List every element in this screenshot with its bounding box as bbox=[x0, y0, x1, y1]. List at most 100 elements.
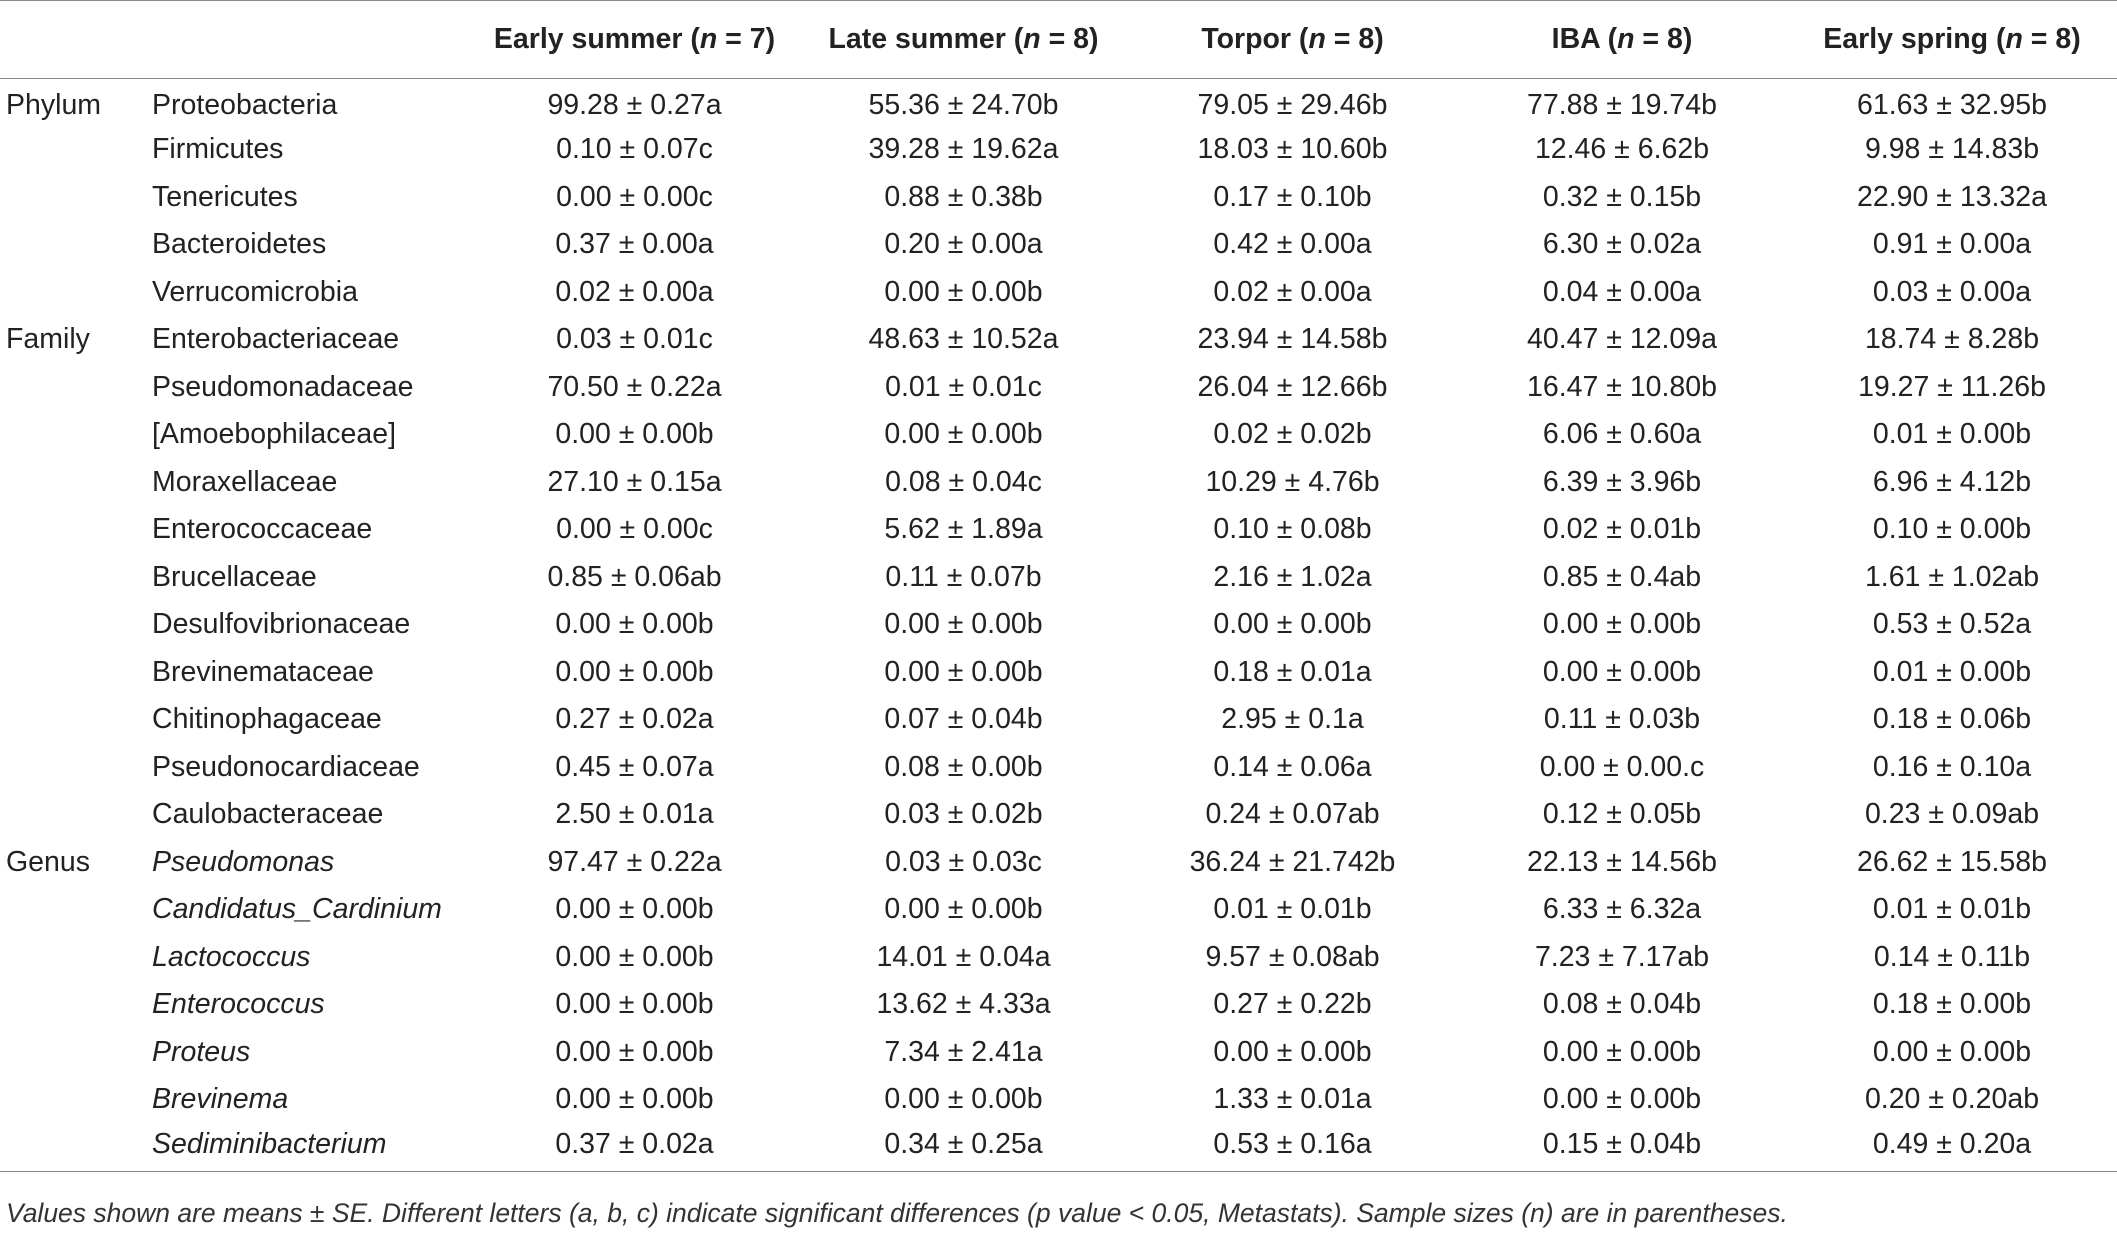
value-cell: 0.45 ± 0.07a bbox=[555, 750, 714, 783]
table-row: Proteus 0.00 ± 0.00b 7.34 ± 2.41a 0.00 ± 0.… bbox=[0, 1029, 2117, 1077]
column-header-n: n bbox=[1023, 23, 1041, 55]
table-row: Bacteroidetes 0.37 ± 0.00a 0.20 ± 0.00a 0.4… bbox=[0, 221, 2117, 269]
value-cell: 0.00 ± 0.00b bbox=[884, 608, 1043, 641]
value-cell: 0.01 ± 0.00b bbox=[1872, 655, 2032, 688]
value-cell: 55.36 ± 24.70b bbox=[868, 89, 1059, 121]
value-cell: 0.00 ± 0.00b bbox=[884, 1083, 1043, 1116]
value-cell: 0.20 ± 0.00a bbox=[884, 228, 1043, 261]
rank-cell bbox=[0, 1076, 152, 1124]
table-row: Brevinema 0.00 ± 0.00b 0.00 ± 0.00b 1.33 ± … bbox=[0, 1076, 2117, 1124]
table-row: Caulobacteraceae 2.50 ± 0.01a 0.03 ± 0.02b… bbox=[0, 791, 2117, 839]
rank-cell bbox=[0, 696, 152, 744]
value-cell: 6.39 ± 3.96b bbox=[1542, 465, 1702, 498]
taxon-cell: Tenericutes bbox=[152, 180, 298, 213]
taxon-cell: Pseudonocardiaceae bbox=[152, 750, 420, 783]
value-cell: 16.47 ± 10.80b bbox=[1527, 370, 1717, 403]
value-cell: 18.74 ± 8.28b bbox=[1864, 323, 2040, 356]
column-header-2: Early summer (n = 7) bbox=[470, 0, 799, 79]
value-cell: 0.00 ± 0.00b bbox=[1542, 1035, 1702, 1068]
table-footnote: Values shown are means ± SE. Different l… bbox=[6, 1198, 1788, 1228]
value-cell: 22.90 ± 13.32a bbox=[1857, 180, 2047, 213]
value-cell: 0.88 ± 0.38b bbox=[884, 180, 1043, 213]
value-cell: 0.00 ± 0.00b bbox=[1213, 1035, 1372, 1068]
value-cell: 0.14 ± 0.11b bbox=[1873, 940, 2031, 973]
taxon-cell: Brevinemataceae bbox=[152, 655, 374, 688]
rank-cell bbox=[0, 649, 152, 697]
value-cell: 0.01 ± 0.01c bbox=[885, 370, 1042, 403]
rank-cell bbox=[0, 269, 152, 317]
value-cell: 6.06 ± 0.60a bbox=[1542, 418, 1702, 451]
table-row: Family Enterobacteriaceae 0.03 ± 0.01c 48.6… bbox=[0, 316, 2117, 364]
value-cell: 39.28 ± 19.62a bbox=[868, 133, 1059, 166]
column-header-1 bbox=[152, 0, 470, 79]
value-cell: 0.01 ± 0.01b bbox=[1872, 893, 2032, 926]
value-cell: 0.24 ± 0.07ab bbox=[1205, 798, 1380, 831]
value-cell: 0.00 ± 0.00b bbox=[1542, 1083, 1702, 1116]
value-cell: 0.00 ± 0.00b bbox=[555, 1083, 714, 1116]
rank-cell bbox=[0, 411, 152, 459]
value-cell: 27.10 ± 0.15a bbox=[547, 465, 722, 498]
data-table-container: Early summer (n = 7) Late summer (n = 8) T… bbox=[0, 0, 2117, 1172]
value-cell: 0.27 ± 0.22b bbox=[1213, 988, 1372, 1021]
column-header-5: IBA (n = 8) bbox=[1457, 0, 1787, 79]
value-cell: 0.42 ± 0.00a bbox=[1213, 228, 1372, 261]
value-cell: 97.47 ± 0.22a bbox=[547, 845, 722, 878]
value-cell: 61.63 ± 32.95b bbox=[1857, 89, 2047, 121]
value-cell: 0.03 ± 0.01c bbox=[556, 323, 713, 356]
value-cell: 99.28 ± 0.27a bbox=[547, 89, 722, 121]
value-cell: 0.18 ± 0.06b bbox=[1872, 703, 2032, 736]
taxon-cell: Chitinophagaceae bbox=[152, 703, 382, 736]
rank-cell: Genus bbox=[6, 845, 90, 878]
value-cell: 0.00 ± 0.00b bbox=[1542, 608, 1702, 641]
rank-cell bbox=[0, 886, 152, 934]
table-row: Chitinophagaceae 0.27 ± 0.02a 0.07 ± 0.04b… bbox=[0, 696, 2117, 744]
value-cell: 7.23 ± 7.17ab bbox=[1534, 940, 1710, 973]
value-cell: 0.17 ± 0.10b bbox=[1213, 180, 1372, 213]
rank-cell bbox=[0, 1029, 152, 1077]
value-cell: 19.27 ± 11.26b bbox=[1858, 370, 2046, 403]
value-cell: 0.02 ± 0.00a bbox=[555, 275, 714, 308]
value-cell: 0.00 ± 0.00b bbox=[555, 655, 714, 688]
value-cell: 0.49 ± 0.20a bbox=[1787, 1123, 2117, 1172]
value-cell: 0.00 ± 0.00c bbox=[556, 513, 713, 546]
value-cell: 79.05 ± 29.46b bbox=[1197, 89, 1388, 121]
value-cell: 0.34 ± 0.25a bbox=[799, 1123, 1128, 1172]
column-header-n: n bbox=[2005, 23, 2023, 55]
taxon-cell: Sediminibacterium bbox=[152, 1123, 470, 1172]
value-cell: 0.91 ± 0.00a bbox=[1872, 228, 2032, 261]
value-cell: 0.18 ± 0.01a bbox=[1213, 655, 1372, 688]
value-cell: 0.00 ± 0.00b bbox=[1213, 608, 1372, 641]
table-row: [Amoebophilaceae] 0.00 ± 0.00b 0.00 ± 0.00… bbox=[0, 411, 2117, 459]
value-cell: 13.62 ± 4.33a bbox=[876, 988, 1051, 1021]
value-cell: 2.16 ± 1.02a bbox=[1213, 560, 1372, 593]
taxon-cell: Bacteroidetes bbox=[152, 228, 327, 261]
value-cell: 0.00 ± 0.00b bbox=[884, 418, 1043, 451]
column-header-n: n bbox=[1617, 23, 1635, 55]
rank-cell bbox=[0, 459, 152, 507]
value-cell: 70.50 ± 0.22a bbox=[547, 370, 722, 403]
value-cell: 36.24 ± 21.742b bbox=[1189, 845, 1396, 878]
value-cell: 0.00 ± 0.00b bbox=[1872, 1035, 2032, 1068]
value-cell: 0.01 ± 0.00b bbox=[1872, 418, 2032, 451]
table-row: Phylum Proteobacteria 99.28 ± 0.27a 55.36 ±… bbox=[0, 79, 2117, 127]
rank-cell bbox=[0, 364, 152, 412]
table-row: Brevinemataceae 0.00 ± 0.00b 0.00 ± 0.00b 0… bbox=[0, 649, 2117, 697]
table-header-row: Early summer (n = 7) Late summer (n = 8) T… bbox=[0, 0, 2117, 79]
table-row: Candidatus_Cardinium 0.00 ± 0.00b 0.00 ± 0… bbox=[0, 886, 2117, 934]
value-cell: 2.50 ± 0.01a bbox=[555, 798, 714, 831]
rank-cell bbox=[0, 126, 152, 174]
column-header-0 bbox=[0, 0, 152, 79]
rank-cell bbox=[0, 1123, 152, 1172]
rank-cell bbox=[0, 601, 152, 649]
column-header-label: Early spring ( bbox=[1823, 23, 2006, 55]
taxon-cell: Pseudomonadaceae bbox=[152, 370, 414, 403]
column-header-label: Late summer ( bbox=[828, 23, 1024, 55]
table-row: Desulfovibrionaceae 0.00 ± 0.00b 0.00 ± 0.… bbox=[0, 601, 2117, 649]
value-cell: 12.46 ± 6.62b bbox=[1534, 133, 1710, 166]
value-cell: 0.11 ± 0.03b bbox=[1543, 703, 1701, 736]
value-cell: 0.14 ± 0.06a bbox=[1213, 750, 1372, 783]
value-cell: 0.00 ± 0.00b bbox=[555, 608, 714, 641]
rank-cell bbox=[0, 934, 152, 982]
value-cell: 0.85 ± 0.06ab bbox=[547, 560, 722, 593]
value-cell: 10.29 ± 4.76b bbox=[1205, 465, 1380, 498]
